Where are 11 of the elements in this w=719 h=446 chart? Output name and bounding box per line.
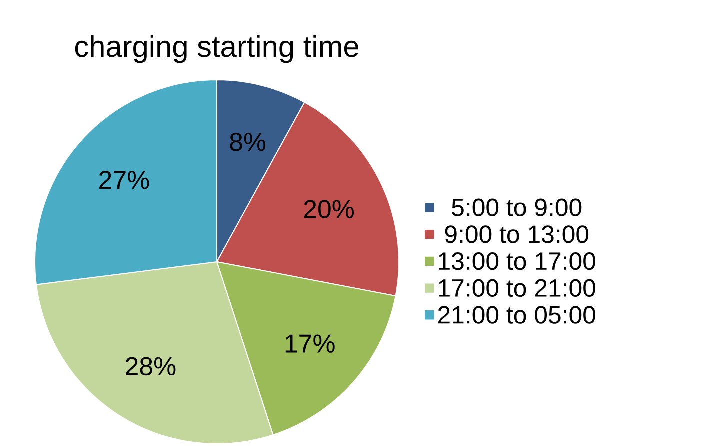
legend-label: 13:00 to 17:00 [439, 252, 596, 270]
chart-title: charging starting time [75, 35, 358, 64]
data-label: 27% [100, 171, 150, 190]
data-label: 28% [126, 357, 176, 376]
legend-label: 17:00 to 21:00 [439, 279, 596, 298]
legend-label: 21:00 to 05:00 [438, 306, 596, 324]
legend-label: 5:00 to 9:00 [452, 198, 582, 216]
data-label: 8% [230, 132, 266, 152]
legend-label: 9:00 to 13:00 [445, 226, 589, 244]
data-label: 17% [286, 334, 335, 353]
data-label: 20% [304, 200, 354, 218]
